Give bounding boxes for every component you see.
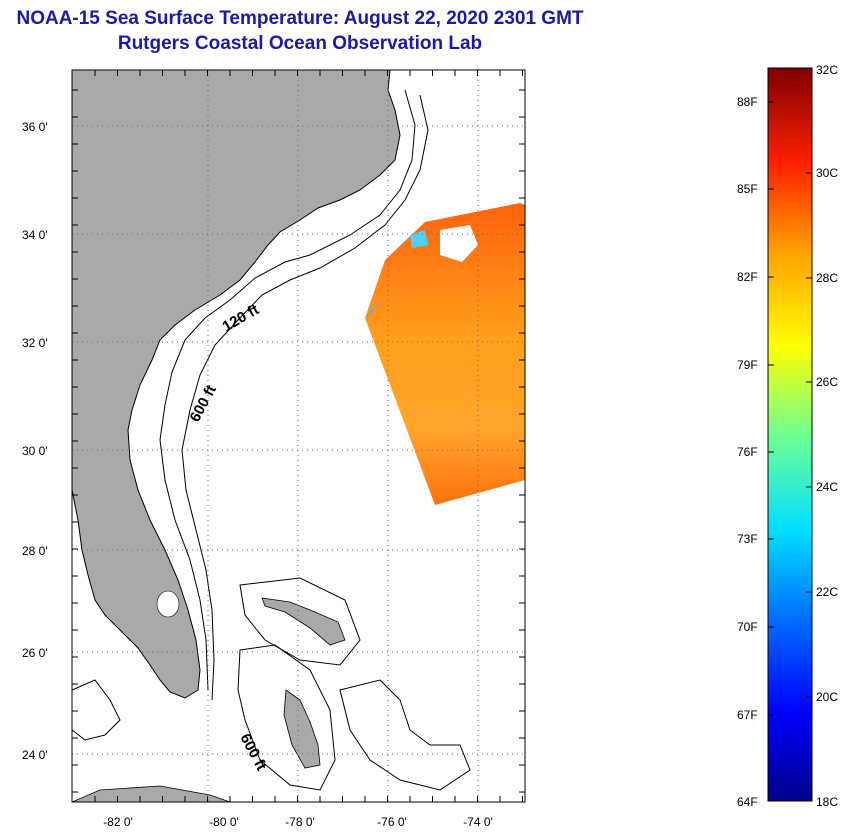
bahamas-andros xyxy=(283,689,321,769)
lat-label: 30 0' xyxy=(22,444,48,458)
graticule xyxy=(72,70,525,802)
colorbar-c-label: 26C xyxy=(816,375,838,389)
bahamas-abaco xyxy=(261,597,346,646)
lat-label: 36 0' xyxy=(22,120,48,134)
lat-label: 26 0' xyxy=(22,646,48,660)
lake-okeechobee xyxy=(156,590,180,618)
contour-bahamas-2 xyxy=(237,644,336,791)
colorbar-f-label: 73F xyxy=(737,532,758,546)
map-frame xyxy=(71,69,526,803)
lon-label: -82 0' xyxy=(103,815,133,829)
colorbar-f-label: 79F xyxy=(737,358,758,372)
colorbar-c-label: 30C xyxy=(816,166,838,180)
contour-label-600ft-bahamas: 600 ft xyxy=(236,731,269,774)
contour-bahamas-3 xyxy=(339,679,471,791)
lat-label: 24 0' xyxy=(22,748,48,762)
colorbar-f-label: 70F xyxy=(737,620,758,634)
contour-120ft xyxy=(159,89,416,691)
colorbar-c-label: 24C xyxy=(816,480,838,494)
colorbar-c-label: 20C xyxy=(816,690,838,704)
colorbar-f-label: 82F xyxy=(737,270,758,284)
lon-label: -74 0' xyxy=(463,815,493,829)
contour-label-120ft: 120 ft xyxy=(220,301,262,335)
lon-label: -76 0' xyxy=(377,815,407,829)
colorbar-f-label: 76F xyxy=(737,445,758,459)
lat-label: 34 0' xyxy=(22,228,48,242)
cloud-gap xyxy=(440,225,478,262)
colorbar-c-label: 32C xyxy=(816,63,838,77)
colorbar-f-label: 88F xyxy=(737,95,758,109)
contour-gulf xyxy=(72,679,121,741)
lon-label: -80 0' xyxy=(209,815,239,829)
colorbar xyxy=(767,67,813,802)
colorbar-f-label: 67F xyxy=(737,708,758,722)
contour-bahamas-1 xyxy=(239,577,361,666)
sst-swath xyxy=(365,203,525,505)
colorbar-c-label: 18C xyxy=(816,795,838,809)
lon-label: -78 0' xyxy=(285,815,315,829)
colorbar-c-label: 28C xyxy=(816,271,838,285)
colorbar-c-label: 22C xyxy=(816,585,838,599)
map-title: NOAA-15 Sea Surface Temperature: August … xyxy=(16,8,584,29)
colorbar-f-label: 85F xyxy=(737,182,758,196)
contour-600ft xyxy=(181,94,429,701)
colorbar-f-label: 64F xyxy=(737,795,758,809)
land-mainland xyxy=(72,70,401,699)
cuba-edge xyxy=(72,785,231,802)
lat-label: 28 0' xyxy=(22,544,48,558)
map-subtitle: Rutgers Coastal Ocean Observation Lab xyxy=(117,33,483,54)
lat-label: 32 0' xyxy=(22,336,48,350)
